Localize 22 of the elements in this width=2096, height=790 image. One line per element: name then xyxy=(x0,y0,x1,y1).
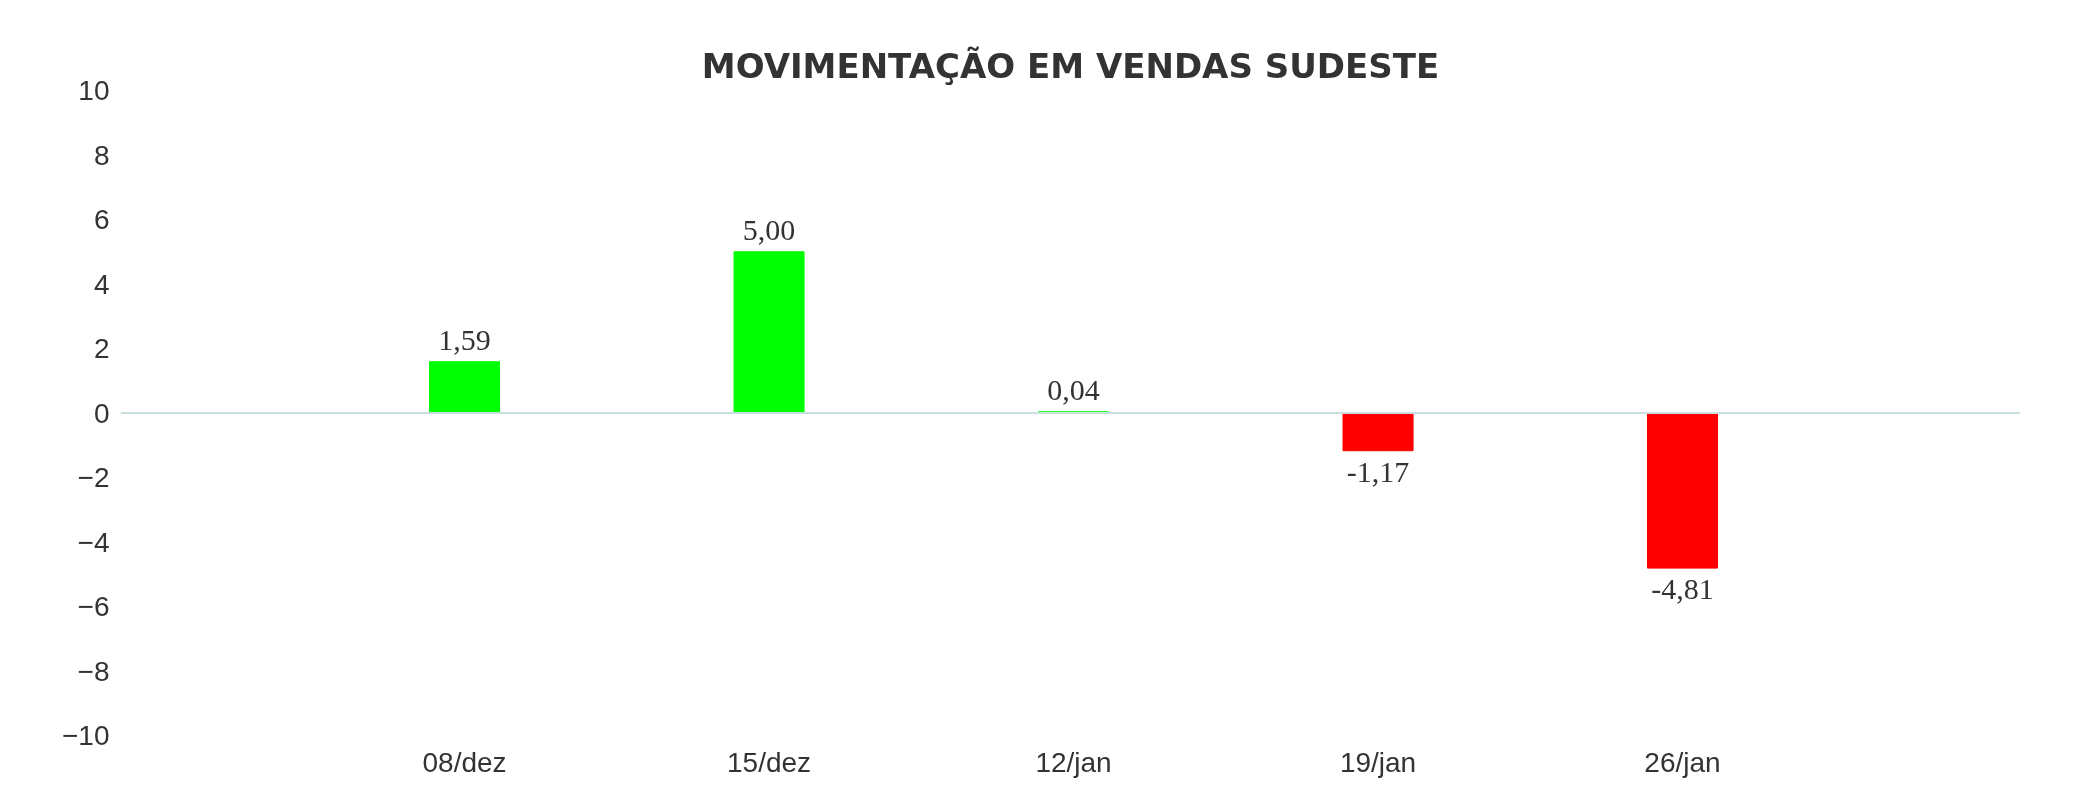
x-tick-label: 15/dez xyxy=(727,746,812,778)
y-tick-label: 10 xyxy=(78,75,110,106)
data-label: -1,17 xyxy=(1346,454,1410,488)
data-label: 1,59 xyxy=(438,322,491,356)
y-tick-label: −10 xyxy=(62,720,110,751)
y-tick-label: 6 xyxy=(93,204,110,235)
y-tick-label: 0 xyxy=(93,397,110,429)
x-tick-label: 12/jan xyxy=(1035,746,1112,778)
chart-title: MOVIMENTAÇÃO EM VENDAS SUDESTE xyxy=(701,45,1440,86)
y-tick-label: 8 xyxy=(93,139,110,171)
x-tick-label: 26/jan xyxy=(1644,746,1721,778)
x-tick-label: 08/dez xyxy=(422,746,507,778)
y-tick-label: −4 xyxy=(77,526,110,558)
y-tick-label: 2 xyxy=(93,333,110,364)
data-label: 5,00 xyxy=(742,212,796,246)
y-tick-label: 4 xyxy=(93,268,110,300)
y-tick-label: −6 xyxy=(77,591,110,622)
data-label: 0,04 xyxy=(1047,372,1100,406)
y-tick-label: −2 xyxy=(77,462,110,493)
y-tick-label: −8 xyxy=(77,655,110,687)
data-label: -4,81 xyxy=(1651,572,1714,606)
x-tick-label: 19/jan xyxy=(1339,746,1417,778)
